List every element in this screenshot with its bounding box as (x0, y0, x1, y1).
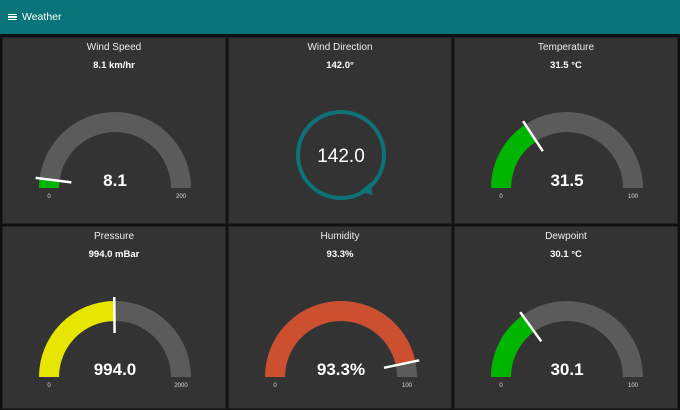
humidity-gauge: 93.3% 0 100 (229, 227, 453, 410)
pressure-card: Pressure 994.0 mBar 994.0 0 2000 (2, 226, 226, 409)
compass-value: 142.0 (317, 146, 365, 167)
gauge-max-label: 200 (176, 194, 187, 200)
dashboard-grid: Wind Speed 8.1 km/hr 8.1 0 200 Wind Dire… (0, 35, 680, 409)
gauge-min-label: 0 (499, 194, 503, 200)
gauge-fill (491, 124, 536, 188)
wind-direction-card: Wind Direction 142.0° 142.0 (228, 37, 452, 224)
gauge-max-label: 100 (628, 194, 639, 200)
gauge-value: 30.1 (550, 360, 583, 379)
gauge-max-label: 2000 (174, 383, 188, 389)
app-title: Weather (22, 11, 62, 23)
gauge-max-label: 100 (628, 383, 639, 389)
gauge-max-label: 100 (402, 383, 413, 389)
humidity-card: Humidity 93.3% 93.3% 0 100 (228, 226, 452, 409)
dewpoint-gauge: 30.1 0 100 (455, 227, 679, 410)
hamburger-menu-icon[interactable] (8, 14, 17, 21)
gauge-value: 31.5 (550, 171, 583, 190)
app-header: Weather (0, 0, 680, 34)
wind-speed-card: Wind Speed 8.1 km/hr 8.1 0 200 (2, 37, 226, 224)
dewpoint-card: Dewpoint 30.1 °C 30.1 0 100 (454, 226, 678, 409)
gauge-min-label: 0 (47, 194, 51, 200)
temperature-card: Temperature 31.5 °C 31.5 0 100 (454, 37, 678, 224)
wind-speed-gauge: 8.1 0 200 (3, 38, 227, 225)
gauge-min-label: 0 (47, 383, 51, 389)
gauge-value: 93.3% (317, 360, 365, 379)
gauge-value: 994.0 (94, 360, 137, 379)
gauge-min-label: 0 (273, 383, 277, 389)
wind-direction-compass: 142.0 (229, 38, 453, 225)
gauge-min-label: 0 (499, 383, 503, 389)
temperature-gauge: 31.5 0 100 (455, 38, 679, 225)
pressure-gauge: 994.0 0 2000 (3, 227, 227, 410)
gauge-value: 8.1 (103, 171, 127, 190)
